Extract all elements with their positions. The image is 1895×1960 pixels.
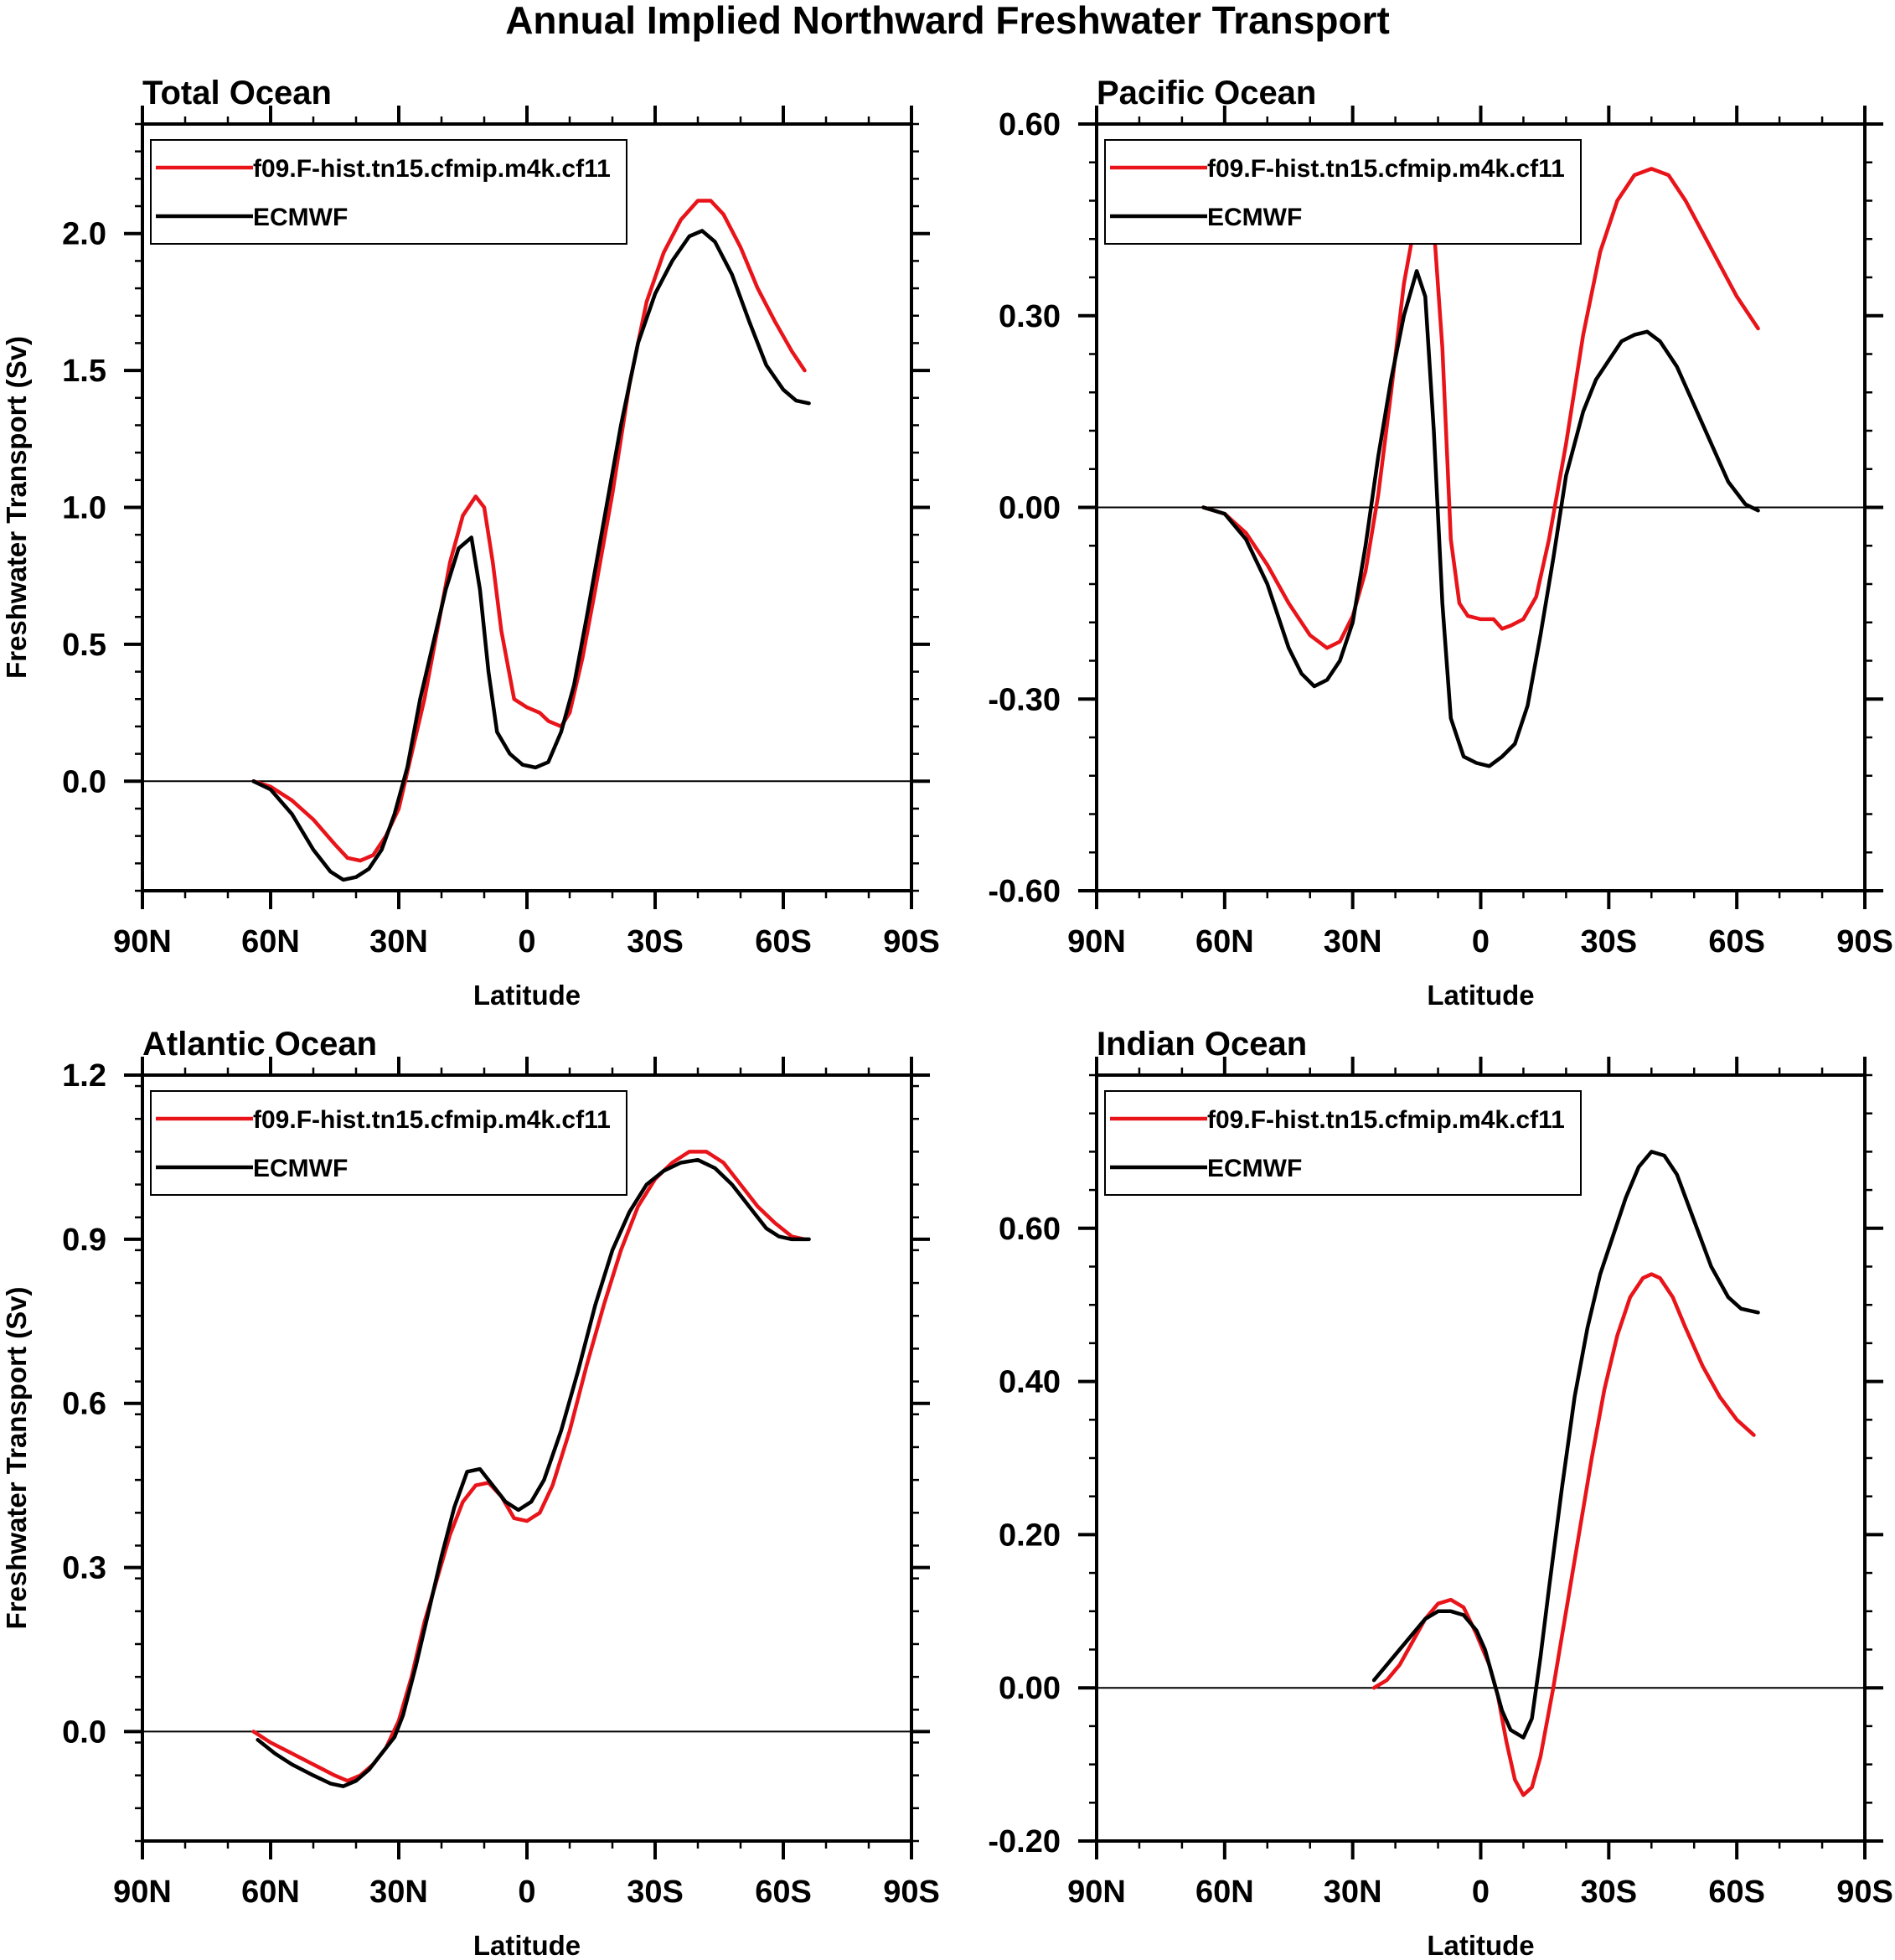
panel-title: Pacific Ocean xyxy=(1097,75,1316,111)
legend: f09.F-hist.tn15.cfmip.m4k.cf11 ECMWF xyxy=(150,1090,627,1196)
x-tick-label: 90N xyxy=(1067,924,1126,959)
x-tick-label: 90N xyxy=(1067,1875,1126,1910)
y-tick-label: 1.5 xyxy=(62,354,106,389)
y-tick-label: 1.2 xyxy=(62,1058,106,1094)
legend: f09.F-hist.tn15.cfmip.m4k.cf11 ECMWF xyxy=(1104,139,1582,245)
x-tick-label: 30S xyxy=(627,924,684,959)
panel-title: Total Ocean xyxy=(142,75,332,111)
obs-series-line xyxy=(256,1157,811,1788)
obs-series-line xyxy=(1201,269,1760,768)
x-tick-label: 60N xyxy=(241,924,300,959)
legend-obs-label: ECMWF xyxy=(253,204,348,231)
model-series-line xyxy=(1371,1272,1756,1797)
legend-obs-label: ECMWF xyxy=(253,1155,348,1182)
x-tick-label: 0 xyxy=(1472,1875,1490,1910)
x-tick-label: 60N xyxy=(241,1875,300,1910)
y-tick-label: 0.40 xyxy=(999,1365,1061,1400)
x-axis-title: Latitude xyxy=(473,980,581,1011)
x-tick-label: 30N xyxy=(1324,1875,1382,1910)
y-tick-label: 0.20 xyxy=(999,1518,1061,1553)
y-tick-label: 0.60 xyxy=(999,107,1061,142)
x-tick-label: 0 xyxy=(518,1875,535,1910)
panel-title: Indian Ocean xyxy=(1097,1026,1307,1063)
y-axis-title: Freshwater Transport (Sv) xyxy=(1,336,32,679)
x-tick-label: 90S xyxy=(883,924,940,959)
legend-model-label: f09.F-hist.tn15.cfmip.m4k.cf11 xyxy=(253,155,611,183)
panel-4: Indian Ocean -0.20 0.00 0.20 0.40 0.60 90N 60N 3… xyxy=(988,1026,1892,1960)
legend-box xyxy=(150,139,627,245)
y-tick-label: -0.60 xyxy=(988,874,1061,909)
figure-title: Annual Implied Northward Freshwater Tran… xyxy=(505,0,1390,42)
x-tick-label: 90S xyxy=(883,1875,940,1910)
x-tick-label: 30N xyxy=(369,924,428,959)
x-tick-label: 60S xyxy=(1708,924,1765,959)
y-tick-label: 0.0 xyxy=(62,764,106,799)
y-tick-label: -0.20 xyxy=(988,1824,1061,1859)
x-tick-label: 60N xyxy=(1195,924,1254,959)
y-tick-label: 2.0 xyxy=(62,217,106,252)
y-tick-label: 0.6 xyxy=(62,1387,106,1422)
model-series-line xyxy=(251,199,807,863)
x-tick-label: 0 xyxy=(518,924,535,959)
panel-title: Atlantic Ocean xyxy=(142,1026,377,1063)
x-tick-label: 30S xyxy=(627,1875,684,1910)
legend-model-label: f09.F-hist.tn15.cfmip.m4k.cf11 xyxy=(1207,1106,1565,1134)
y-tick-label: 0.0 xyxy=(62,1714,106,1750)
panel-1: Total Ocean 0.0 0.5 1.0 1.5 2.0 90N 60N 30N 0 30S 6… xyxy=(1,75,940,1011)
x-tick-label: 30N xyxy=(369,1875,428,1910)
legend-box xyxy=(1104,139,1582,245)
x-axis-title: Latitude xyxy=(1427,980,1534,1011)
x-tick-label: 60S xyxy=(1708,1875,1765,1910)
model-series-line xyxy=(1201,167,1760,650)
y-tick-label: 1.0 xyxy=(62,491,106,526)
x-tick-label: 90S xyxy=(1836,924,1893,959)
legend-obs-label: ECMWF xyxy=(1207,1155,1302,1182)
x-tick-label: 30S xyxy=(1581,924,1638,959)
y-tick-label: 0.00 xyxy=(999,491,1061,526)
obs-series-line xyxy=(251,229,811,882)
legend-obs-label: ECMWF xyxy=(1207,204,1302,231)
panel-3: Atlantic Ocean 0.0 0.3 0.6 0.9 1.2 90N 60N 30N 0 3… xyxy=(1,1026,940,1960)
panel-2: Pacific Ocean -0.60 -0.30 0.00 0.30 0.60 90N 60… xyxy=(988,75,1892,1011)
y-axis-title: Freshwater Transport (Sv) xyxy=(1,1287,32,1630)
y-tick-label: 0.3 xyxy=(62,1551,106,1586)
legend-model-label: f09.F-hist.tn15.cfmip.m4k.cf11 xyxy=(253,1106,611,1134)
y-tick-label: 0.60 xyxy=(999,1212,1061,1247)
x-tick-label: 30N xyxy=(1324,924,1382,959)
y-tick-label: -0.30 xyxy=(988,682,1061,717)
x-tick-label: 0 xyxy=(1472,924,1490,959)
legend: f09.F-hist.tn15.cfmip.m4k.cf11 ECMWF xyxy=(1104,1090,1582,1196)
y-tick-label: 0.30 xyxy=(999,299,1061,334)
y-tick-label: 0.5 xyxy=(62,628,106,663)
legend-box xyxy=(1104,1090,1582,1196)
x-axis-title: Latitude xyxy=(473,1930,581,1960)
x-tick-label: 60N xyxy=(1195,1875,1254,1910)
legend-box xyxy=(150,1090,627,1196)
obs-series-line xyxy=(1371,1150,1760,1740)
x-tick-label: 60S xyxy=(755,924,812,959)
y-tick-label: 0.00 xyxy=(999,1671,1061,1706)
x-tick-label: 30S xyxy=(1581,1875,1638,1910)
x-tick-label: 90N xyxy=(113,924,172,959)
x-tick-label: 90S xyxy=(1836,1875,1893,1910)
x-tick-label: 90N xyxy=(113,1875,172,1910)
legend: f09.F-hist.tn15.cfmip.m4k.cf11 ECMWF xyxy=(150,139,627,245)
y-tick-label: 0.9 xyxy=(62,1223,106,1258)
x-tick-label: 60S xyxy=(755,1875,812,1910)
x-axis-title: Latitude xyxy=(1427,1930,1534,1960)
legend-model-label: f09.F-hist.tn15.cfmip.m4k.cf11 xyxy=(1207,155,1565,183)
